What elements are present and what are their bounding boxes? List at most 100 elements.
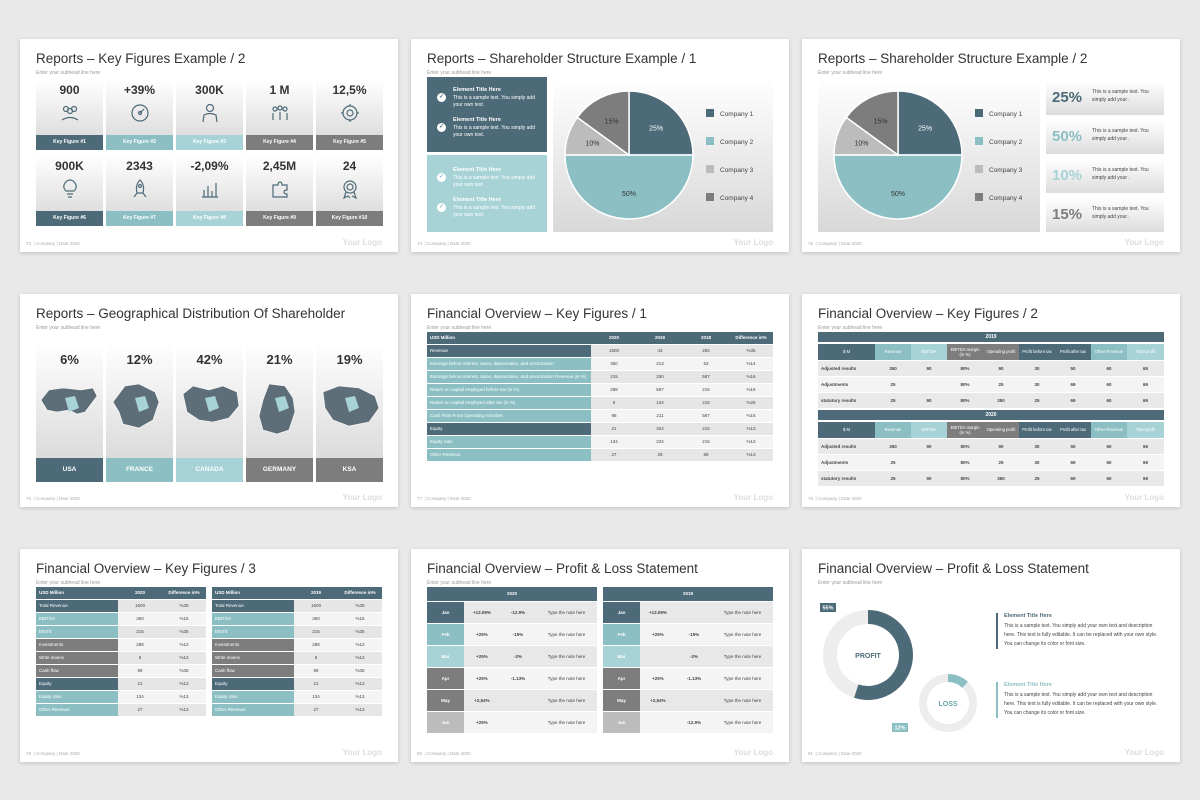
value-cell: 98 bbox=[294, 664, 338, 678]
element-title: Element Title Here bbox=[1004, 682, 1052, 688]
row-label-cell: Write-downs bbox=[36, 651, 118, 665]
slide-geo-distribution[interactable]: Reports – Geographical Distribution Of S… bbox=[20, 294, 398, 507]
note-cell: Type the note here bbox=[712, 667, 774, 690]
value-cell: 69 bbox=[1055, 454, 1091, 471]
value-cell: 69 bbox=[683, 448, 729, 462]
row-label-cell: Investments bbox=[36, 638, 118, 652]
table-row: Adjusted results 350 90 80% 90 30 50 60 65 bbox=[818, 360, 1164, 377]
footer-logo: Your Logo bbox=[1124, 748, 1164, 757]
slide-financial-key-figures-2[interactable]: Financial Overview – Key Figures / 2 Ent… bbox=[802, 294, 1180, 507]
legend-item: Company 1 bbox=[706, 109, 753, 118]
value-cell: 69 bbox=[1127, 470, 1164, 487]
loss-cell: -1.13% bbox=[676, 667, 712, 690]
pie-slice bbox=[564, 154, 694, 220]
table-row: Revenue 1500 43 250 %35 bbox=[427, 344, 773, 358]
slide-title: Financial Overview – Key Figures / 3 bbox=[36, 561, 256, 576]
row-label-cell: Other Revenue bbox=[212, 703, 294, 717]
slide-shareholder-2[interactable]: Reports – Shareholder Structure Example … bbox=[802, 39, 1180, 252]
month-cell: Feb bbox=[603, 623, 640, 646]
table-row: May +2,54% Type the note here bbox=[603, 689, 774, 712]
element-panel-light bbox=[427, 155, 547, 232]
row-label-cell: Equity bbox=[212, 677, 294, 691]
slide-subhead: Enter your subhead line here bbox=[36, 580, 101, 586]
slide-financial-key-figures-1[interactable]: Financial Overview – Key Figures / 1 Ent… bbox=[411, 294, 789, 507]
value-cell: 65 bbox=[1127, 360, 1164, 377]
element-title: Element Title Here bbox=[453, 167, 501, 173]
value-cell: 5 bbox=[591, 396, 637, 410]
value-cell: 250 bbox=[637, 370, 683, 384]
row-label-cell: Other Revenue bbox=[427, 448, 591, 462]
stat-text: This is a sample text. You simply add yo… bbox=[1092, 206, 1149, 220]
table-header-cell: 2018 bbox=[683, 332, 729, 345]
value-cell: 27 bbox=[118, 703, 162, 717]
table-header-cell: Profit before tax bbox=[1019, 344, 1055, 361]
key-figure-card: 2,45M Key Figure #9 bbox=[246, 155, 313, 226]
legend-item: Company 2 bbox=[975, 137, 1022, 146]
country-map bbox=[258, 383, 296, 435]
month-cell: Apr bbox=[603, 667, 640, 690]
percent-tag-text: 12% bbox=[894, 726, 905, 732]
pie-slice bbox=[897, 90, 963, 156]
key-figure-label: Key Figure #5 bbox=[316, 135, 383, 150]
slide-footer: 81 | Company | Date 2020 bbox=[808, 751, 862, 756]
value-cell: 69 bbox=[1055, 392, 1091, 409]
loss-cell: -12.9% bbox=[676, 711, 712, 734]
value-cell: 25 bbox=[983, 376, 1019, 393]
check-circle-icon: ✓ bbox=[437, 93, 446, 102]
slide-footer: 79 | Company | Date 2020 bbox=[26, 751, 80, 756]
stat-value: 50% bbox=[1052, 128, 1083, 145]
country-label: USA bbox=[36, 458, 103, 482]
value-cell: 587 bbox=[637, 383, 683, 397]
table-row: Total Revenue 1500 %35 bbox=[36, 599, 206, 613]
slide-title: Financial Overview – Key Figures / 1 bbox=[427, 306, 647, 321]
key-figure-value: -2,09% bbox=[190, 159, 229, 173]
slide-financial-key-figures-3[interactable]: Financial Overview – Key Figures / 3 Ent… bbox=[20, 549, 398, 762]
key-figure-label: Key Figure #2 bbox=[106, 135, 173, 150]
row-label-cell: statutory results bbox=[818, 470, 875, 487]
table-row: Jan +13.09% -12.9% Type the note here bbox=[427, 601, 598, 624]
slide-subhead: Enter your subhead line here bbox=[36, 70, 101, 76]
year-header: 2020 bbox=[427, 587, 598, 602]
slide-title: Reports – Shareholder Structure Example … bbox=[818, 51, 1088, 66]
element-title: Element Title Here bbox=[453, 117, 501, 123]
key-figure-value: 24 bbox=[342, 159, 357, 173]
table-row: Adjustments 25 80% 25 30 69 60 69 bbox=[818, 454, 1164, 471]
key-figure-value: 900K bbox=[55, 159, 84, 173]
table-row: Mar -2% Type the note here bbox=[603, 645, 774, 668]
value-cell: 25 bbox=[1019, 392, 1055, 409]
financial-table-2020: USD Million 2020 Difference in% Total Reven… bbox=[36, 587, 206, 717]
country-map bbox=[112, 383, 160, 429]
gain-cell: +25% bbox=[640, 623, 676, 646]
value-cell: 80% bbox=[947, 438, 983, 455]
key-figure-value: +39% bbox=[123, 83, 156, 97]
legend-item: Company 4 bbox=[975, 193, 1022, 202]
table-header-cell: USD Million bbox=[427, 332, 591, 345]
legend-label: Company 4 bbox=[989, 195, 1023, 202]
table-header-cell: 2019 bbox=[294, 587, 338, 600]
value-cell: 30 bbox=[1019, 438, 1055, 455]
country-map bbox=[182, 385, 240, 423]
element-title: Element Title Here bbox=[453, 197, 501, 203]
loss-cell bbox=[500, 689, 536, 712]
value-cell: 65 bbox=[1127, 438, 1164, 455]
slide-profit-loss-donuts[interactable]: Financial Overview – Profit & Loss State… bbox=[802, 549, 1180, 762]
value-cell: 25 bbox=[983, 454, 1019, 471]
slide-shareholder-1[interactable]: Reports – Shareholder Structure Example … bbox=[411, 39, 789, 252]
table-row: Jun -12.9% Type the note here bbox=[603, 711, 774, 734]
donut-value-arc bbox=[947, 674, 968, 688]
row-label-cell: Equity bbox=[427, 422, 591, 436]
country-map bbox=[322, 385, 380, 427]
table-header-cell: 2020 bbox=[591, 332, 637, 345]
accent-bar bbox=[996, 613, 998, 649]
table-row: Equity 21 %13 bbox=[212, 677, 382, 691]
pie-slice bbox=[845, 90, 899, 157]
row-label-cell: Total Revenue bbox=[36, 599, 118, 613]
gain-cell: +25% bbox=[640, 667, 676, 690]
value-cell: 215 bbox=[118, 625, 162, 639]
speedometer-icon bbox=[131, 104, 149, 122]
value-cell: 60 bbox=[1091, 360, 1127, 377]
map-shape bbox=[112, 383, 160, 429]
value-cell: 350 bbox=[294, 612, 338, 626]
slide-key-figures-2[interactable]: Reports – Key Figures Example / 2 Enter … bbox=[20, 39, 398, 252]
slide-profit-loss-table[interactable]: Financial Overview – Profit & Loss State… bbox=[411, 549, 789, 762]
